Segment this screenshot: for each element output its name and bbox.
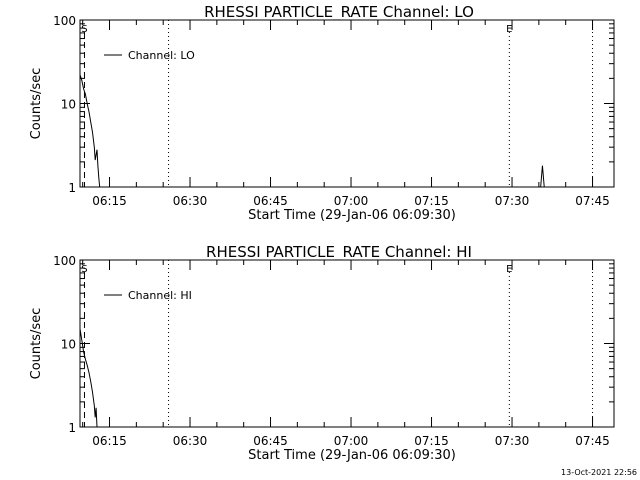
chart-title: RHESSI PARTICLE_RATE Channel: HI xyxy=(206,243,472,262)
marker-label-E: E xyxy=(506,24,512,35)
x-tick-label: 06:15 xyxy=(92,434,127,448)
x-tick-label: 06:45 xyxy=(253,434,288,448)
series-line-0-0 xyxy=(79,74,101,188)
plot-frame xyxy=(79,19,615,188)
x-tick-label: 06:30 xyxy=(173,434,208,448)
x-tick-label: 07:15 xyxy=(414,194,449,208)
series-line-0-0 xyxy=(79,328,98,428)
y-tick-label: 1 xyxy=(68,421,76,435)
y-axis-label: Counts/sec xyxy=(29,68,44,140)
y-tick-label: 1 xyxy=(68,181,76,195)
x-tick-label: 06:15 xyxy=(92,194,127,208)
legend-label: Channel: LO xyxy=(128,49,195,62)
series-line-0-1 xyxy=(540,165,545,188)
y-axis-label: Counts/sec xyxy=(29,308,44,380)
x-tick-label: 07:30 xyxy=(495,434,530,448)
panel-1: RHESSI PARTICLE_RATE Channel: HI 1 10 100 Co… xyxy=(29,243,615,463)
plot-frame xyxy=(79,259,615,428)
x-tick-label: 07:45 xyxy=(575,194,610,208)
x-axis-label: Start Time (29-Jan-06 06:09:30) xyxy=(248,208,456,223)
x-tick-label: 07:00 xyxy=(334,434,369,448)
x-tick-label: 06:30 xyxy=(173,194,208,208)
chart-title: RHESSI PARTICLE_RATE Channel: LO xyxy=(204,3,474,22)
y-tick-label: 100 xyxy=(53,254,76,268)
x-tick-label: 07:00 xyxy=(334,194,369,208)
legend-label: Channel: HI xyxy=(128,289,192,302)
x-axis-label: Start Time (29-Jan-06 06:09:30) xyxy=(248,448,456,463)
x-tick-label: 06:45 xyxy=(253,194,288,208)
y-tick-label: 100 xyxy=(53,14,76,28)
y-tick-label: 10 xyxy=(61,98,76,112)
x-tick-label: 07:15 xyxy=(414,434,449,448)
marker-label-S: S xyxy=(81,24,87,35)
marker-label-S: S xyxy=(81,264,87,275)
marker-label-E: E xyxy=(506,264,512,275)
panel-0: RHESSI PARTICLE_RATE Channel: LO 1 10 100 Co… xyxy=(29,3,615,223)
x-tick-label: 07:45 xyxy=(575,434,610,448)
y-tick-label: 10 xyxy=(61,338,76,352)
x-tick-label: 07:30 xyxy=(495,194,530,208)
print-timestamp: 13-Oct-2021 22:56 xyxy=(561,468,637,477)
